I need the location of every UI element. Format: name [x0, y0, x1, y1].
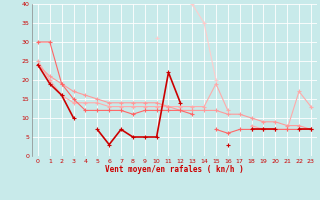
X-axis label: Vent moyen/en rafales ( kn/h ): Vent moyen/en rafales ( kn/h ) [105, 165, 244, 174]
